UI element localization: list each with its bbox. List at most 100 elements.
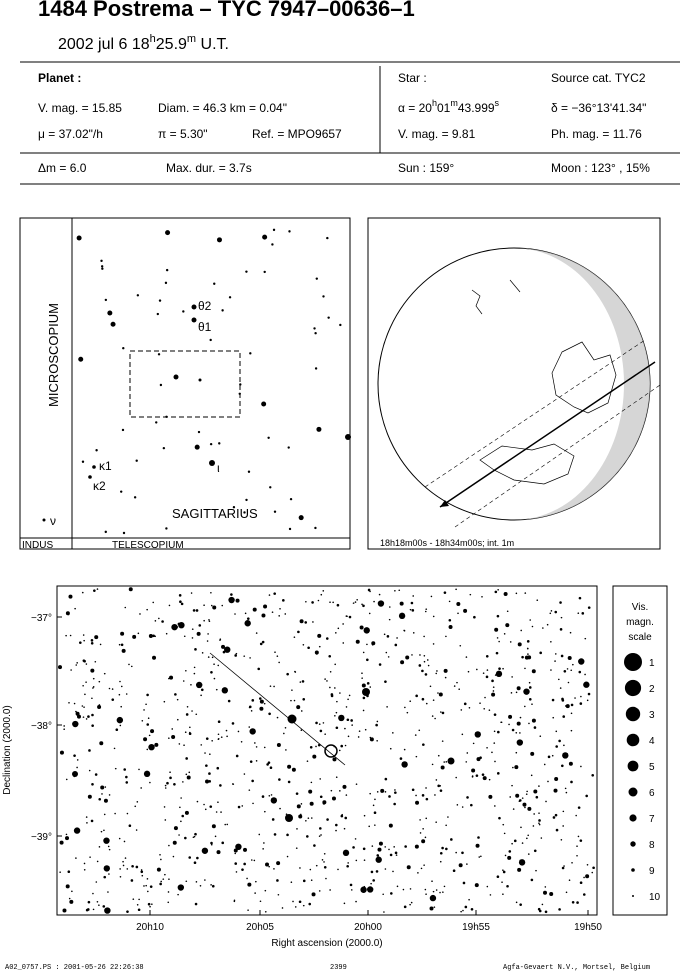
star	[579, 881, 583, 885]
star	[132, 898, 135, 900]
star	[91, 724, 94, 727]
star	[296, 705, 301, 710]
star	[375, 723, 378, 727]
star	[182, 310, 185, 313]
star	[330, 789, 333, 792]
star	[96, 588, 99, 590]
star	[338, 714, 345, 722]
star	[201, 847, 209, 854]
star	[287, 780, 291, 784]
star	[435, 889, 438, 891]
star	[302, 904, 305, 907]
star	[561, 764, 564, 768]
star	[561, 697, 564, 701]
star	[360, 886, 367, 893]
star	[100, 785, 105, 790]
star	[168, 844, 170, 847]
star	[172, 855, 175, 858]
star	[179, 806, 181, 809]
star	[71, 890, 73, 893]
star	[239, 383, 242, 386]
star	[502, 869, 504, 871]
star	[525, 793, 528, 795]
star	[315, 864, 318, 867]
star	[406, 711, 409, 714]
star	[319, 827, 322, 830]
star	[152, 634, 155, 638]
star	[98, 797, 102, 801]
star	[224, 823, 227, 826]
star	[135, 865, 139, 869]
star	[241, 868, 244, 871]
star	[136, 903, 139, 906]
star	[111, 688, 114, 690]
star	[95, 881, 98, 883]
star	[143, 885, 145, 887]
star	[394, 643, 398, 647]
star	[250, 710, 253, 712]
star	[224, 646, 231, 653]
star	[240, 741, 243, 743]
star	[479, 756, 482, 760]
star	[263, 842, 265, 844]
star	[537, 907, 541, 911]
star	[580, 695, 582, 698]
star	[375, 870, 379, 873]
star	[496, 875, 500, 878]
star	[116, 716, 124, 724]
star	[592, 866, 595, 870]
star	[347, 862, 349, 864]
star	[541, 903, 544, 906]
star	[474, 731, 481, 738]
star	[132, 634, 137, 639]
star	[368, 612, 371, 615]
star	[211, 884, 215, 888]
star	[378, 593, 381, 596]
star	[485, 654, 489, 658]
star	[136, 294, 140, 297]
star	[309, 801, 314, 806]
star	[496, 772, 500, 775]
info-lines	[20, 61, 680, 185]
star	[156, 867, 161, 872]
star	[568, 879, 571, 882]
star	[334, 687, 336, 689]
star	[434, 717, 436, 720]
star	[385, 651, 388, 654]
star	[318, 723, 321, 725]
star	[96, 860, 99, 863]
star	[146, 748, 149, 751]
date-part: U.T.	[196, 36, 229, 53]
star	[172, 840, 177, 845]
star	[82, 716, 85, 718]
star	[564, 787, 567, 790]
star	[215, 811, 218, 813]
star	[191, 317, 197, 323]
star	[149, 885, 153, 888]
star	[443, 885, 446, 888]
star	[243, 847, 248, 852]
star	[201, 652, 204, 654]
star	[411, 788, 415, 792]
star	[91, 782, 94, 786]
star	[178, 743, 181, 745]
scale-label: 8	[649, 840, 655, 851]
star	[495, 651, 499, 655]
star	[527, 653, 529, 655]
star	[551, 698, 555, 702]
star	[128, 663, 130, 666]
star	[145, 703, 147, 706]
star	[141, 874, 144, 877]
star-source: Source cat. TYC2	[551, 71, 646, 85]
star	[104, 907, 111, 914]
star	[552, 716, 555, 719]
star	[255, 880, 257, 883]
star	[326, 680, 328, 682]
star	[529, 619, 532, 621]
star	[173, 374, 179, 380]
star	[435, 672, 438, 675]
star	[558, 739, 561, 743]
star	[263, 702, 266, 705]
star	[177, 893, 179, 896]
star	[465, 656, 468, 658]
